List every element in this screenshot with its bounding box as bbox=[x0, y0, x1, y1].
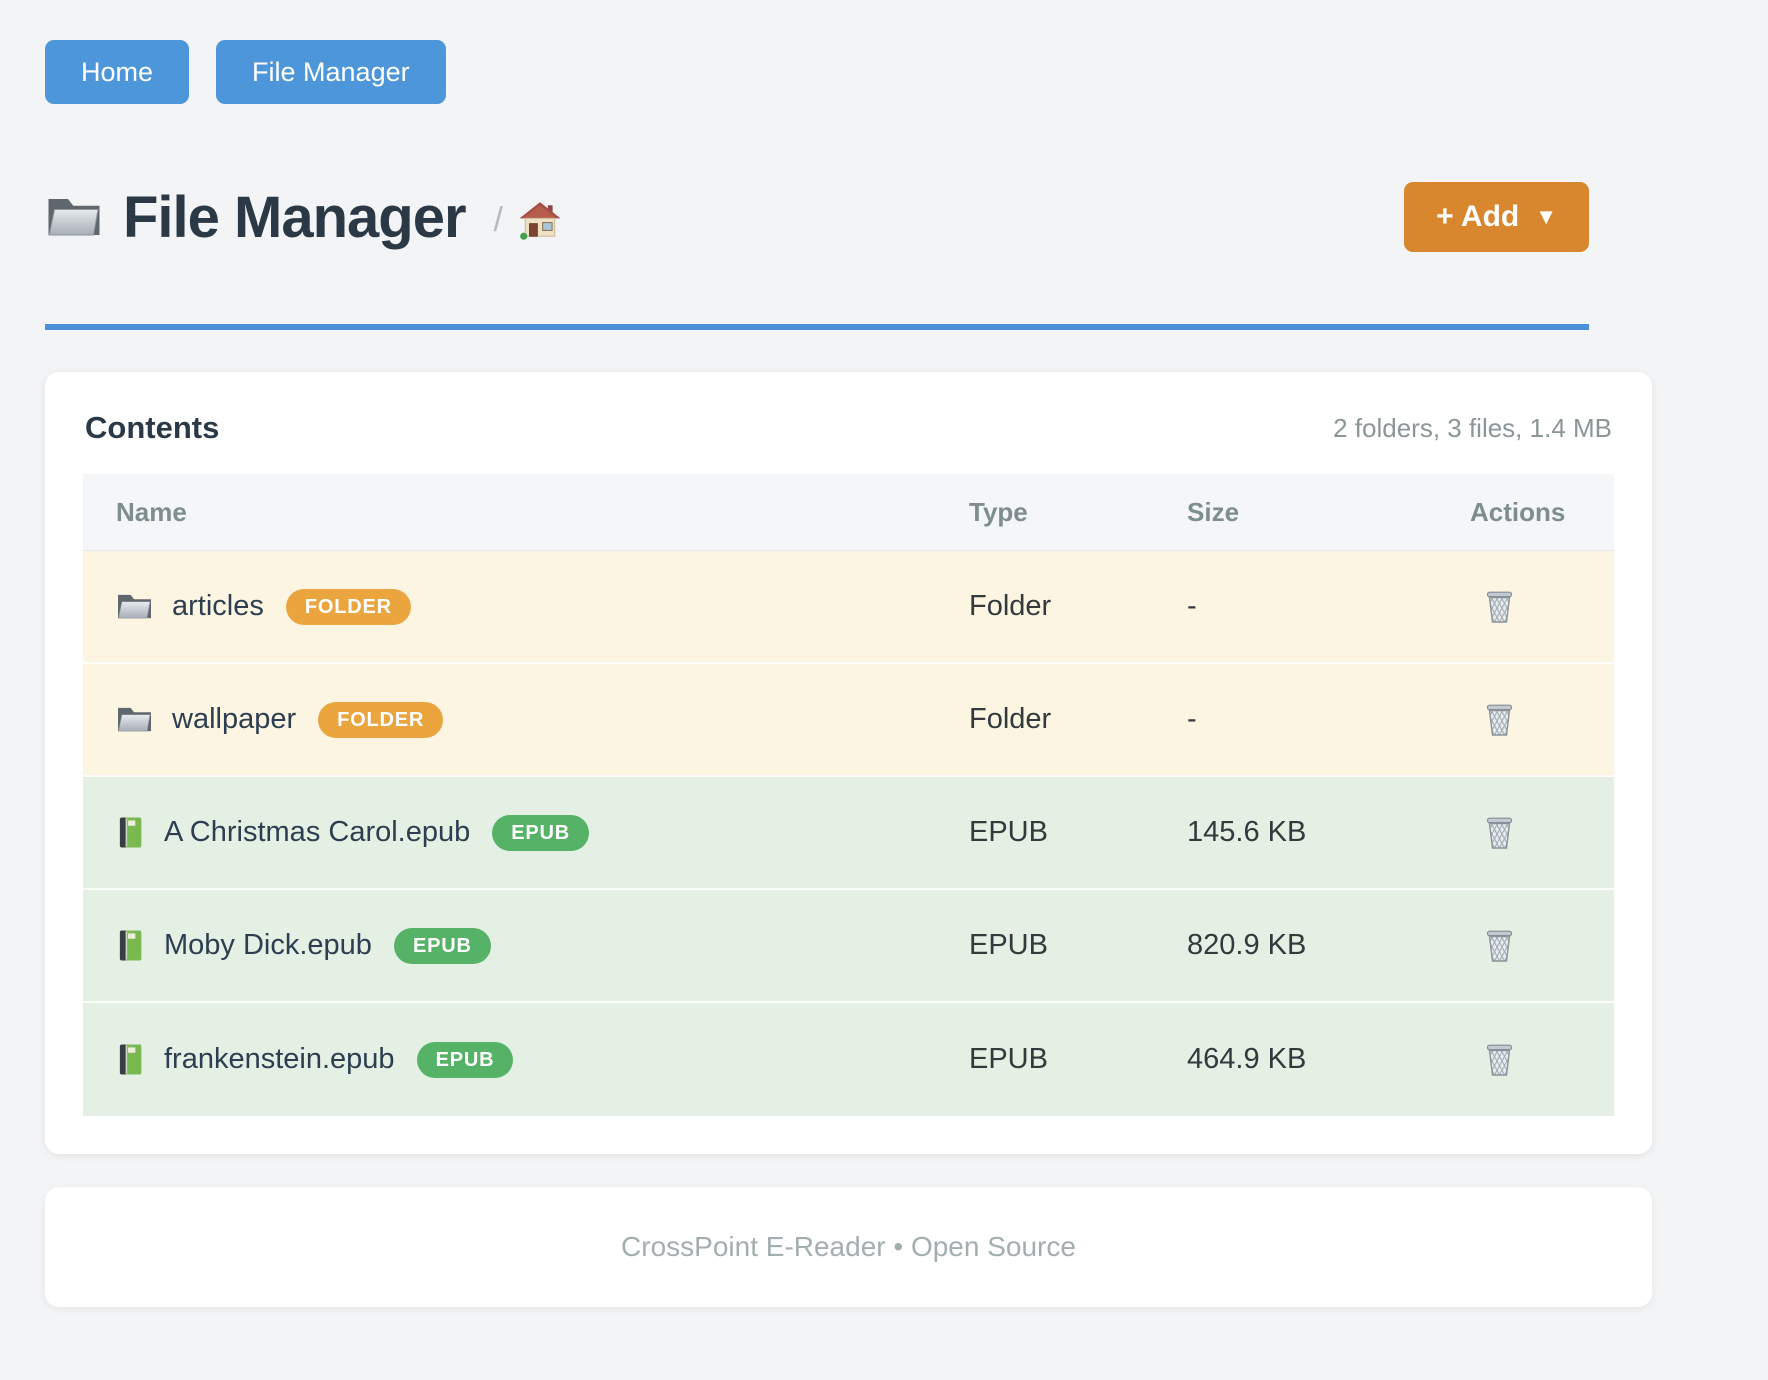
trash-icon bbox=[1484, 1042, 1515, 1078]
nav-home-button[interactable]: Home bbox=[45, 40, 190, 104]
file-name[interactable]: frankenstein.epub bbox=[164, 1043, 395, 1075]
contents-card: Contents 2 folders, 3 files, 1.4 MB Name… bbox=[45, 372, 1652, 1154]
file-name[interactable]: Moby Dick.epub bbox=[164, 929, 372, 961]
trash-icon bbox=[1484, 928, 1515, 964]
size-cell: 145.6 KB bbox=[1187, 816, 1307, 848]
table-row[interactable]: frankenstein.epub EPUB EPUB 464.9 KB bbox=[83, 1003, 1614, 1116]
contents-summary: 2 folders, 3 files, 1.4 MB bbox=[1333, 412, 1612, 443]
size-cell: - bbox=[1187, 703, 1197, 735]
page: Home File Manager File Manager / bbox=[45, 0, 1652, 1307]
breadcrumb-separator: / bbox=[493, 200, 503, 239]
type-cell: EPUB bbox=[969, 1043, 1048, 1075]
type-cell: EPUB bbox=[969, 816, 1048, 848]
folder-icon bbox=[45, 193, 103, 241]
house-icon[interactable] bbox=[519, 201, 561, 241]
chevron-down-icon: ▼ bbox=[1535, 204, 1557, 229]
size-cell: 464.9 KB bbox=[1187, 1043, 1307, 1075]
type-cell: Folder bbox=[969, 590, 1052, 622]
trash-icon bbox=[1484, 815, 1515, 851]
footer-text: CrossPoint E-Reader • Open Source bbox=[621, 1231, 1076, 1262]
table-row[interactable]: A Christmas Carol.epub EPUB EPUB 145.6 K… bbox=[83, 777, 1614, 890]
add-button-label: + Add bbox=[1436, 200, 1520, 233]
type-badge: FOLDER bbox=[285, 588, 411, 625]
file-name[interactable]: wallpaper bbox=[172, 703, 297, 735]
delete-button[interactable] bbox=[1484, 589, 1515, 625]
delete-button[interactable] bbox=[1484, 702, 1515, 738]
delete-button[interactable] bbox=[1484, 928, 1515, 964]
book-icon bbox=[116, 815, 145, 850]
delete-button[interactable] bbox=[1484, 1042, 1515, 1078]
type-cell: Folder bbox=[969, 703, 1052, 735]
table-row[interactable]: wallpaper FOLDER Folder - bbox=[83, 664, 1614, 777]
type-badge: EPUB bbox=[492, 814, 590, 851]
footer: CrossPoint E-Reader • Open Source bbox=[45, 1187, 1652, 1307]
page-header: File Manager / + Add ▼ bbox=[45, 176, 1652, 258]
top-nav: Home File Manager bbox=[45, 40, 1652, 104]
trash-icon bbox=[1484, 589, 1515, 625]
file-table: Name Type Size Actions articles FOLDER F… bbox=[83, 474, 1614, 1116]
type-badge: FOLDER bbox=[318, 701, 444, 738]
file-name[interactable]: articles bbox=[172, 590, 264, 622]
column-header-actions: Actions bbox=[1470, 496, 1566, 527]
type-badge: EPUB bbox=[393, 927, 491, 964]
folder-icon bbox=[116, 591, 153, 622]
delete-button[interactable] bbox=[1484, 815, 1515, 851]
nav-file-manager-button[interactable]: File Manager bbox=[216, 40, 446, 104]
column-header-type: Type bbox=[969, 496, 1028, 527]
add-button[interactable]: + Add ▼ bbox=[1404, 182, 1589, 252]
size-cell: 820.9 KB bbox=[1187, 929, 1307, 961]
trash-icon bbox=[1484, 702, 1515, 738]
folder-icon bbox=[116, 704, 153, 735]
header-divider bbox=[45, 324, 1589, 330]
table-body: articles FOLDER Folder - bbox=[83, 551, 1614, 1116]
file-name[interactable]: A Christmas Carol.epub bbox=[164, 816, 471, 848]
table-row[interactable]: articles FOLDER Folder - bbox=[83, 551, 1614, 664]
size-cell: - bbox=[1187, 590, 1197, 622]
column-header-size: Size bbox=[1187, 496, 1240, 527]
column-header-name: Name bbox=[116, 496, 187, 527]
type-badge: EPUB bbox=[416, 1041, 514, 1078]
contents-title: Contents bbox=[85, 410, 220, 445]
table-row[interactable]: Moby Dick.epub EPUB EPUB 820.9 KB bbox=[83, 890, 1614, 1003]
book-icon bbox=[116, 1042, 145, 1077]
page-title: File Manager bbox=[123, 184, 467, 250]
book-icon bbox=[116, 928, 145, 963]
type-cell: EPUB bbox=[969, 929, 1048, 961]
table-header: Name Type Size Actions bbox=[83, 474, 1614, 551]
